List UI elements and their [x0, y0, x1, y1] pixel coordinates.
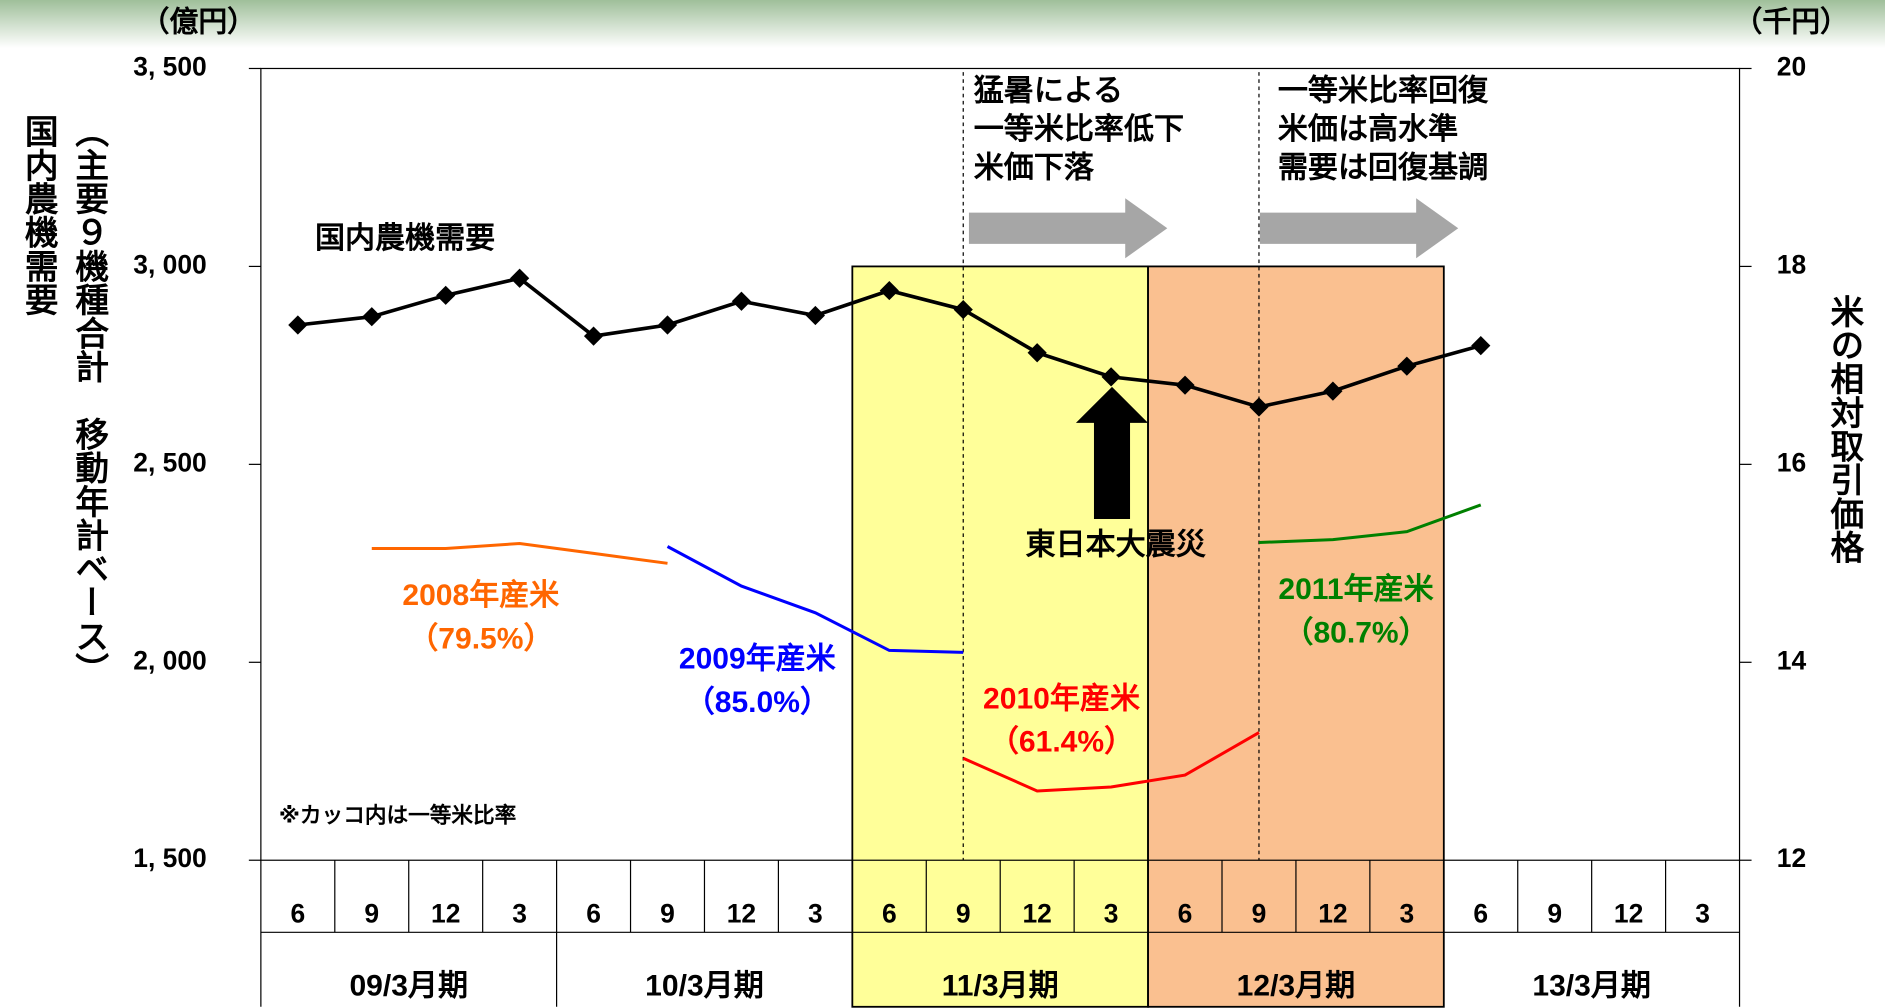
series-ratio: （61.4%） [989, 725, 1134, 759]
note: ※カッコ内は一等米比率 [279, 803, 516, 828]
marker [953, 299, 973, 320]
y2-tick-label: 16 [1777, 447, 1806, 477]
period-label: 13/3月期 [1532, 970, 1651, 1003]
y-tick-label: 1, 500 [133, 843, 206, 873]
series-line [962, 731, 1260, 793]
marker [1249, 397, 1269, 417]
x-tick-label: 3 [512, 898, 527, 928]
x-tick-label: 6 [882, 898, 897, 928]
annotation: 需要は回復基調 [1278, 151, 1488, 184]
period-label: 09/3月期 [349, 970, 468, 1003]
series-ratio: （79.5%） [408, 621, 553, 655]
x-tick-label: 6 [1473, 898, 1488, 928]
y-tick-label: 3, 000 [133, 249, 206, 279]
y-tick-label: 3, 500 [133, 51, 206, 81]
x-tick-label: 9 [364, 898, 379, 928]
x-tick-label: 9 [956, 898, 971, 928]
y-axis-subtitle: （主要９機種合計 移動年計ベース） [70, 114, 109, 686]
y-tick-label: 2, 500 [133, 447, 206, 477]
x-tick-label: 9 [1252, 898, 1267, 928]
x-tick-label: 6 [290, 898, 305, 928]
x-tick-label: 3 [1695, 898, 1710, 928]
x-tick-label: 3 [1399, 898, 1414, 928]
y2-axis-title: 米の相対取引価格 [1825, 294, 1865, 564]
marker [731, 291, 752, 311]
series-label: 2008年産米 [402, 579, 559, 612]
annotation: 東日本大震災 [1025, 529, 1206, 562]
annotation: 一等米比率回復 [1278, 73, 1489, 107]
series-ratio: （85.0%） [685, 685, 830, 719]
series-ratio: （80.7%） [1283, 615, 1428, 649]
series-label: 2009年産米 [679, 643, 836, 676]
annotation: 米価下落 [974, 151, 1095, 184]
y-axis-title: 国内農機需要 [19, 114, 58, 316]
y2-unit: （千円） [1734, 6, 1849, 39]
marker [1397, 356, 1417, 376]
y2-tick-label: 18 [1777, 249, 1806, 279]
y2-tick-label: 12 [1777, 843, 1806, 873]
arrow [1259, 198, 1459, 259]
period-label: 10/3月期 [645, 970, 764, 1003]
x-tick-label: 12 [1022, 898, 1051, 928]
annotation: 一等米比率低下 [974, 112, 1184, 146]
series-label: 2010年産米 [983, 682, 1140, 715]
series-line [1258, 503, 1482, 545]
marker [288, 315, 308, 335]
x-tick-label: 3 [1104, 898, 1119, 928]
series-label: 国内農機需要 [315, 222, 495, 255]
y-unit: （億円） [141, 6, 256, 39]
series-line [371, 542, 668, 565]
marker [362, 307, 382, 327]
header-band [0, 0, 1885, 49]
marker [1471, 335, 1491, 356]
x-tick-label: 12 [1318, 898, 1347, 928]
marker [657, 315, 678, 335]
x-tick-label: 12 [431, 898, 460, 928]
x-tick-label: 12 [727, 898, 756, 928]
x-tick-label: 6 [586, 898, 601, 928]
x-tick-label: 9 [1547, 898, 1562, 928]
marker [805, 305, 825, 326]
period-label: 12/3月期 [1237, 970, 1356, 1003]
x-tick-label: 9 [660, 898, 675, 928]
marker [1323, 381, 1343, 401]
x-tick-label: 3 [808, 898, 823, 928]
marker [879, 280, 899, 301]
period-label: 11/3月期 [942, 970, 1059, 1003]
x-tick-label: 6 [1178, 898, 1193, 928]
y2-tick-label: 14 [1777, 645, 1807, 675]
annotation: 米価は高水準 [1278, 112, 1458, 146]
marker [436, 285, 456, 305]
arrow [968, 198, 1168, 259]
annotation: 猛暑による [974, 74, 1123, 107]
y-tick-label: 2, 000 [133, 645, 206, 675]
series-line [666, 545, 964, 654]
series-label: 2011年産米 [1278, 573, 1433, 606]
x-tick-label: 12 [1614, 898, 1643, 928]
y2-tick-label: 20 [1777, 51, 1806, 81]
